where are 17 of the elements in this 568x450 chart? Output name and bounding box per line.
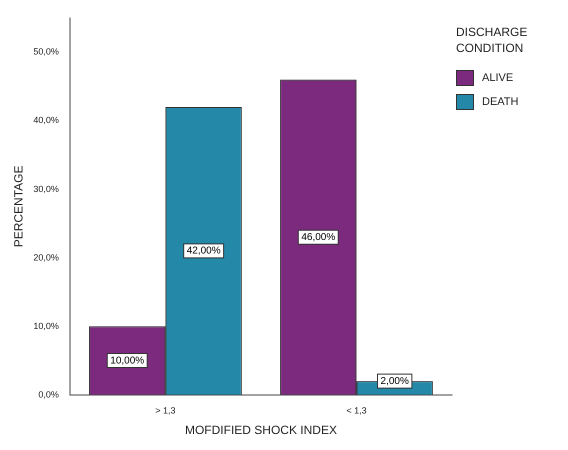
legend-label: ALIVE bbox=[482, 72, 514, 84]
y-axis-title: PERCENTAGE bbox=[12, 166, 26, 248]
y-tick-label: 0,0% bbox=[38, 389, 59, 400]
y-tick-label: 20,0% bbox=[33, 252, 59, 262]
y-tick-label: 30,0% bbox=[33, 184, 59, 194]
x-tick-label: > 1,3 bbox=[155, 406, 176, 416]
legend-title: DISCHARGE CONDITION bbox=[456, 24, 528, 56]
data-label: 10,00% bbox=[110, 355, 144, 366]
x-tick-label: < 1,3 bbox=[346, 406, 367, 416]
data-label: 2,00% bbox=[380, 376, 409, 387]
legend-label: DEATH bbox=[482, 96, 518, 108]
y-tick-label: 40,0% bbox=[33, 115, 59, 126]
data-label: 46,00% bbox=[301, 232, 336, 243]
x-axis-title: MOFDIFIED SHOCK INDEX bbox=[184, 423, 337, 438]
y-tick-label: 50,0% bbox=[33, 46, 59, 57]
y-tick-label: 10,0% bbox=[33, 320, 59, 331]
data-label: 42,00% bbox=[186, 246, 221, 257]
